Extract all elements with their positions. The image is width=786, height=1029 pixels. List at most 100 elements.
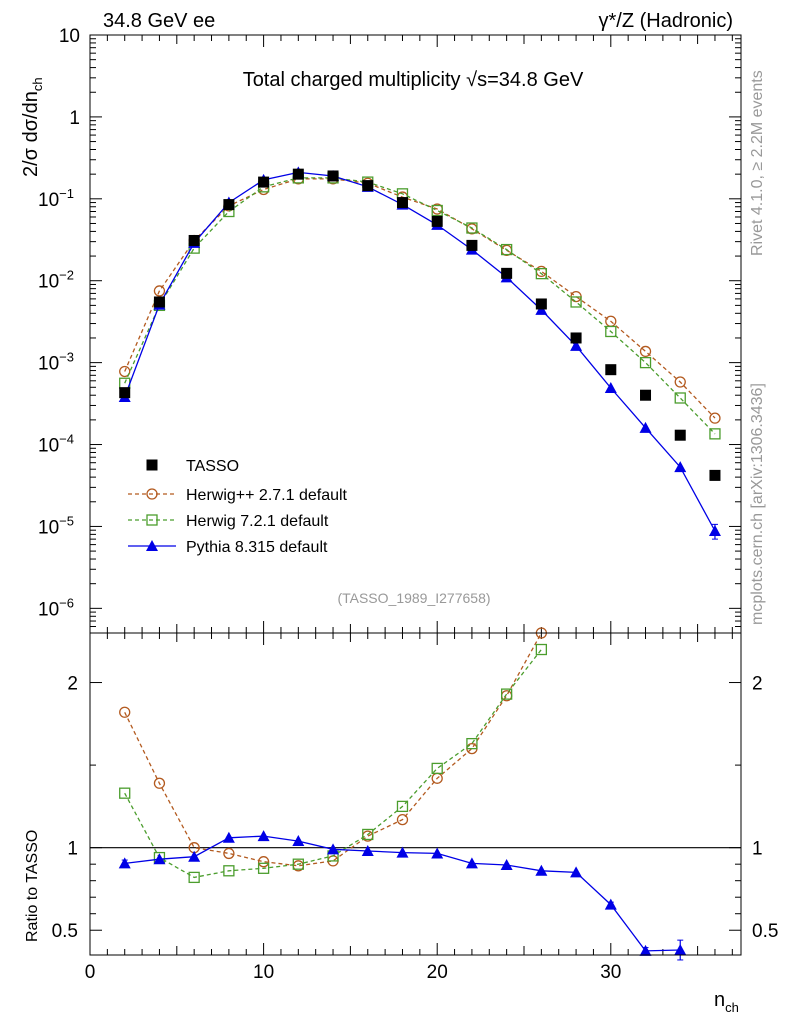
ratio-point-herwig7 [257, 862, 270, 874]
ratio-point-pythia [188, 850, 201, 862]
ratio-point-pythia [257, 830, 270, 842]
legend-label: Herwig 7.2.1 default [186, 513, 329, 530]
ratio-point-pythia [465, 857, 478, 869]
main-title-energy: s=34.8 GeV [477, 69, 584, 91]
ratio-line-herwig7 [124, 649, 542, 879]
main-y-tick-label: 10−3 [38, 350, 74, 375]
ratio-point-pythia [431, 847, 444, 859]
point-data [501, 267, 513, 279]
main-y-tick-label: 10−5 [38, 513, 74, 538]
point-herwig7 [709, 428, 721, 440]
ratio-point-pythia [604, 898, 617, 910]
main-series-pythia [118, 166, 721, 540]
ratio-point-pythia [292, 835, 305, 847]
point-herwigpp [535, 265, 548, 278]
main-y-tick-label: 10 [59, 26, 80, 47]
main-y-tick-label: 1 [69, 108, 80, 129]
ratio-plot-frame [89, 632, 742, 956]
ratio-series-pythia [118, 830, 687, 961]
x-tick-label: 20 [427, 962, 448, 983]
series-line-pythia [124, 171, 716, 532]
ratio-ylabel: Ratio to TASSO [24, 830, 41, 942]
main-series-layer [118, 166, 721, 540]
ratio-point-herwig7 [396, 800, 409, 813]
point-herwigpp [119, 365, 131, 378]
point-data [119, 387, 131, 399]
main-title: Total charged multiplicity √s=34.8 GeV [243, 69, 584, 91]
ratio-point-herwigpp [396, 813, 409, 826]
ratio-point-pythia [361, 844, 374, 856]
legend-marker-pythia [146, 540, 158, 551]
ratio-point-herwig7 [535, 643, 548, 656]
point-data [153, 296, 165, 308]
x-tick-label: 10 [253, 962, 274, 983]
series-line-herwigpp [124, 178, 716, 419]
ratio-line-herwigpp [124, 632, 542, 867]
main-axis-ticks: 10 1 10−1 10−2 10−3 10−4 10−5 10−6 [38, 26, 741, 634]
point-data [709, 469, 721, 481]
ratio-axis-ticks: 0.5 0.51 12 20 10 20 30 [52, 633, 778, 983]
ratio-point-pythia [118, 857, 131, 869]
ratio-y-tick-label: 0.5 [52, 921, 78, 942]
x-tick-label: 0 [85, 962, 96, 983]
sqrt-symbol: √ [466, 69, 477, 91]
legend-label: Herwig++ 2.7.1 default [186, 487, 348, 504]
ratio-point-herwig7 [119, 787, 131, 799]
legend-marker-data [146, 459, 158, 471]
main-ylabel: 2/σ dσ/dnch [20, 77, 45, 177]
point-data [605, 364, 617, 376]
ratio-y-tick-label: 1 [67, 839, 78, 860]
point-herwigpp [639, 345, 652, 358]
point-data [674, 429, 686, 441]
point-data [396, 197, 408, 209]
point-herwig7 [570, 296, 582, 308]
point-data [466, 239, 478, 251]
point-pythia [570, 339, 583, 351]
ratio-y-tick-label: 2 [67, 674, 78, 695]
point-pythia [604, 381, 617, 393]
header-right: γ*/Z (Hadronic) [599, 10, 733, 32]
x-axis-label-sub: ch [725, 1000, 739, 1015]
point-data [570, 332, 582, 344]
ratio-point-pythia [327, 843, 340, 855]
x-tick-label: 30 [600, 962, 621, 983]
point-data [535, 298, 547, 310]
ratio-point-herwig7 [223, 865, 235, 877]
legend-entry-data: TASSO [146, 458, 239, 475]
series-line-herwig7 [124, 177, 716, 435]
point-herwigpp [709, 412, 721, 424]
legend-label: TASSO [186, 458, 239, 475]
legend: TASSO Herwig++ 2.7.1 default Herwig 7.2.1 … [128, 458, 348, 556]
ratio-y-tick-label-right: 1 [752, 839, 763, 860]
ratio-point-herwig7 [188, 871, 200, 884]
ratio-point-herwig7 [431, 762, 443, 775]
point-data [640, 389, 652, 401]
legend-entry-pythia: Pythia 8.315 default [128, 539, 328, 556]
main-series-herwigpp [119, 173, 721, 424]
point-data [223, 199, 235, 211]
point-pythia [708, 524, 721, 536]
legend-label: Pythia 8.315 default [186, 539, 328, 556]
point-herwigpp [153, 285, 166, 297]
ratio-point-pythia [674, 944, 687, 956]
point-data [362, 180, 374, 192]
main-y-tick-label: 10−6 [38, 595, 74, 620]
ratio-point-herwigpp [223, 847, 235, 860]
point-pythia [639, 421, 652, 433]
point-data [188, 234, 200, 246]
main-ylabel-text: 2/σ dσ/dn [20, 91, 42, 177]
ratio-point-herwig7 [466, 737, 478, 750]
ratio-y-tick-label-right: 2 [752, 674, 763, 695]
point-herwig7 [535, 267, 548, 280]
point-herwig7 [605, 325, 617, 338]
point-herwig7 [431, 204, 443, 217]
point-pythia [674, 461, 687, 473]
ratio-point-herwigpp [257, 856, 270, 868]
point-herwig7 [500, 243, 513, 256]
point-data [258, 176, 270, 188]
main-y-tick-label: 10−4 [38, 432, 74, 457]
ratio-point-herwig7 [362, 828, 374, 841]
main-ylabel-sub: ch [30, 77, 45, 91]
main-series-herwig7 [119, 172, 721, 440]
